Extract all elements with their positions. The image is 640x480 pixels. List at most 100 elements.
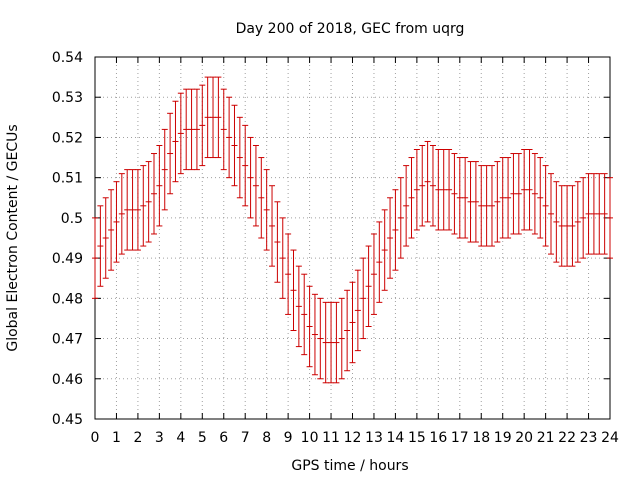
error-bar-point bbox=[349, 281, 356, 364]
error-bar-point bbox=[590, 173, 597, 255]
error-bar-point bbox=[376, 221, 383, 303]
error-bar-point bbox=[510, 153, 517, 235]
y-tick-label: 0.48 bbox=[52, 291, 83, 307]
error-bar-point bbox=[269, 185, 276, 267]
error-bar-point bbox=[118, 173, 125, 255]
error-bar-point bbox=[564, 185, 571, 267]
error-bar-point bbox=[505, 157, 512, 239]
y-tick-label: 0.54 bbox=[52, 50, 83, 66]
error-bar-point bbox=[483, 165, 490, 247]
axis-ticks: 0 1 2 3 4 5 6 7 8 9 10 11 12 13 14 15 16 17 18 19 20 21 22 23 24… bbox=[52, 50, 619, 446]
error-bar-point bbox=[242, 124, 249, 207]
error-bar-point bbox=[424, 140, 431, 223]
error-bar-point bbox=[311, 293, 318, 376]
error-bar-point bbox=[333, 301, 340, 384]
error-bar-point bbox=[467, 161, 474, 243]
error-bar-point bbox=[285, 233, 292, 315]
x-tick-label: 17 bbox=[451, 430, 469, 446]
error-bar-point bbox=[360, 257, 367, 340]
error-bar-point bbox=[521, 149, 528, 231]
error-bar-point bbox=[306, 285, 313, 368]
error-bar-point bbox=[252, 144, 259, 227]
error-bar-point bbox=[526, 149, 533, 231]
error-bar-point bbox=[290, 249, 297, 332]
error-bar-point bbox=[151, 153, 158, 235]
error-bar-point bbox=[451, 153, 458, 235]
error-bar-point bbox=[210, 76, 217, 159]
x-tick-label: 23 bbox=[580, 430, 598, 446]
error-bar-point bbox=[140, 165, 147, 247]
error-bar-point bbox=[419, 144, 426, 227]
error-bar-point bbox=[322, 301, 329, 384]
x-tick-label: 14 bbox=[387, 430, 405, 446]
error-bar-point bbox=[569, 185, 576, 267]
error-bar-point bbox=[317, 297, 324, 380]
error-bar-point bbox=[456, 157, 463, 239]
error-bar-point bbox=[167, 112, 174, 195]
error-bar-point bbox=[113, 181, 120, 263]
error-bar-point bbox=[124, 169, 131, 251]
error-bar-point bbox=[580, 177, 587, 259]
error-bar-point bbox=[188, 88, 195, 171]
data-series bbox=[92, 76, 613, 384]
error-bar-point bbox=[478, 165, 485, 247]
x-tick-label: 1 bbox=[112, 430, 121, 446]
error-bar-point bbox=[204, 76, 211, 159]
error-bar-point bbox=[338, 297, 345, 380]
x-tick-label: 15 bbox=[408, 430, 426, 446]
error-bar-point bbox=[199, 84, 206, 167]
x-tick-label: 4 bbox=[176, 430, 185, 446]
error-bar-point bbox=[365, 245, 372, 327]
error-bar-point bbox=[387, 197, 394, 279]
x-tick-label: 20 bbox=[515, 430, 533, 446]
error-bar-point bbox=[226, 96, 233, 179]
error-bar-point bbox=[263, 169, 270, 251]
y-axis-title: Global Electron Content / GECUs bbox=[5, 124, 21, 351]
x-tick-label: 5 bbox=[198, 430, 207, 446]
error-bar-point bbox=[499, 157, 506, 239]
y-tick-label: 0.46 bbox=[52, 372, 83, 388]
error-bar-point bbox=[161, 128, 168, 211]
error-bar-point bbox=[381, 209, 388, 291]
y-tick-label: 0.47 bbox=[52, 332, 83, 348]
error-bar-point bbox=[488, 165, 495, 247]
error-bar-point bbox=[172, 100, 179, 183]
y-tick-label: 0.53 bbox=[52, 90, 83, 106]
error-bar-point bbox=[462, 157, 469, 239]
error-bar-point bbox=[408, 157, 415, 239]
error-bar-point bbox=[247, 136, 254, 219]
y-tick-label: 0.52 bbox=[52, 130, 83, 146]
error-bar-point bbox=[558, 185, 565, 267]
y-tick-label: 0.51 bbox=[52, 171, 83, 187]
error-bar-point bbox=[295, 265, 302, 348]
grid-lines bbox=[95, 57, 610, 419]
error-bar-point bbox=[274, 201, 281, 283]
error-bar-point bbox=[183, 88, 190, 171]
error-bar-point bbox=[177, 92, 184, 175]
y-tick-label: 0.45 bbox=[52, 412, 83, 428]
x-tick-label: 7 bbox=[241, 430, 250, 446]
error-bar-point bbox=[370, 233, 377, 315]
x-tick-label: 21 bbox=[537, 430, 555, 446]
x-tick-label: 11 bbox=[322, 430, 340, 446]
x-axis-title: GPS time / hours bbox=[291, 458, 408, 474]
error-bar-point bbox=[129, 169, 136, 251]
error-bar-point bbox=[328, 301, 335, 384]
error-bar-point bbox=[601, 173, 608, 255]
x-tick-label: 0 bbox=[91, 430, 100, 446]
x-tick-label: 16 bbox=[429, 430, 447, 446]
x-tick-label: 3 bbox=[155, 430, 164, 446]
error-bar-point bbox=[547, 173, 554, 255]
error-bar-point bbox=[537, 157, 544, 239]
error-bar-point bbox=[542, 165, 549, 247]
error-bar-point bbox=[403, 165, 410, 247]
x-tick-label: 6 bbox=[219, 430, 228, 446]
x-tick-label: 19 bbox=[494, 430, 512, 446]
error-bar-point bbox=[574, 181, 581, 263]
error-bar-point bbox=[429, 144, 436, 227]
error-bar-point bbox=[515, 153, 522, 235]
x-tick-label: 18 bbox=[472, 430, 490, 446]
error-bar-point bbox=[397, 177, 404, 259]
error-bar-point bbox=[494, 161, 501, 243]
